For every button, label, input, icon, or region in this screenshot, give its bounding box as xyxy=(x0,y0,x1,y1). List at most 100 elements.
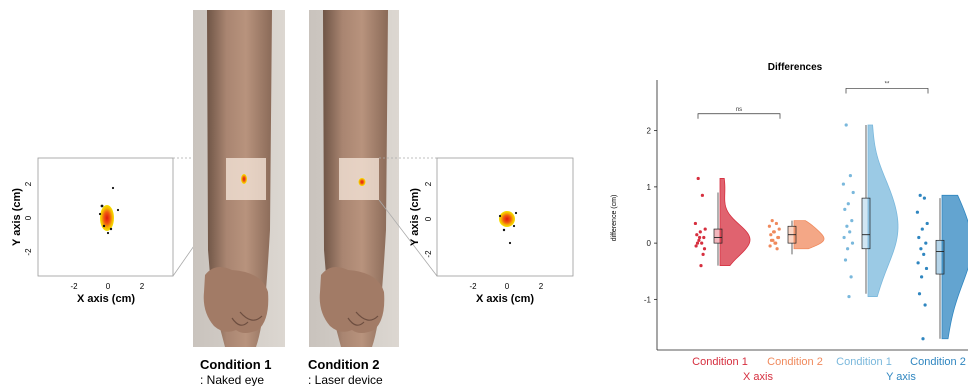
data-point xyxy=(700,193,705,197)
condition1-subtitle: : Naked eye xyxy=(200,373,264,386)
scatter-right-point xyxy=(512,224,516,228)
axis-group-label: Y axis xyxy=(886,371,916,383)
scatter-left-xtick: 0 xyxy=(106,282,111,291)
scatter-right-point xyxy=(508,241,512,245)
data-point xyxy=(916,261,920,265)
box-body xyxy=(935,239,945,275)
data-point xyxy=(918,193,922,197)
raincloud-chart: Differences difference (cm) -1 0 1 2 ns ** C… xyxy=(611,62,968,383)
data-point xyxy=(846,202,850,206)
data-point xyxy=(772,230,776,234)
data-point xyxy=(841,182,846,186)
scatter-right-frame xyxy=(436,157,574,277)
data-point xyxy=(697,238,701,242)
data-point xyxy=(700,241,704,245)
chart-ylabel: difference (cm) xyxy=(611,195,618,242)
data-point xyxy=(702,247,707,251)
category-label: Condition 1 xyxy=(692,356,748,368)
scatter-left-point xyxy=(116,208,120,212)
data-point xyxy=(699,264,703,268)
category-label: Condition 1 xyxy=(836,356,892,368)
scatter-right-ytick: 2 xyxy=(424,181,433,186)
arm-photo-2-inset xyxy=(339,158,379,200)
data-point xyxy=(919,247,923,251)
violin-half xyxy=(793,220,825,250)
data-point xyxy=(850,219,854,223)
scatter-left-xlabel: X axis (cm) xyxy=(77,293,135,305)
data-point xyxy=(698,230,702,234)
data-point xyxy=(703,227,707,231)
data-point xyxy=(845,224,849,228)
scatter-left-ytick: -2 xyxy=(24,248,33,256)
data-point xyxy=(774,221,779,226)
violin-half xyxy=(867,124,899,297)
scatter-left-xtick: 2 xyxy=(140,282,145,291)
scatter-left-heat xyxy=(100,205,114,231)
chart-ytick-label: 2 xyxy=(647,127,652,136)
data-point xyxy=(921,337,925,341)
chart-title: Differences xyxy=(768,62,823,73)
data-point xyxy=(843,207,847,211)
data-point xyxy=(770,219,774,223)
data-point xyxy=(848,230,852,234)
scatter-right-point xyxy=(502,228,506,232)
data-point xyxy=(924,266,929,271)
data-point xyxy=(922,196,927,200)
condition1-title: Condition 1 xyxy=(200,357,272,372)
scatter-right: -2 0 2 2 0 -2 X axis (cm) Y axis (cm) xyxy=(409,157,574,305)
data-point xyxy=(701,252,705,256)
data-point xyxy=(773,241,777,245)
data-point xyxy=(917,235,921,240)
arm-photo-1 xyxy=(193,10,285,347)
data-point xyxy=(846,247,850,251)
data-point xyxy=(767,224,772,228)
data-point xyxy=(693,221,698,226)
condition2-subtitle: : Laser device xyxy=(308,373,383,386)
data-point xyxy=(694,244,698,248)
data-point xyxy=(777,227,781,231)
data-point xyxy=(920,227,924,231)
data-point xyxy=(698,235,702,240)
scatter-left-point xyxy=(98,212,102,216)
data-point xyxy=(848,174,853,178)
scatter-right-ytick: 0 xyxy=(424,216,433,221)
scatter-left-ytick: 0 xyxy=(24,215,33,220)
scatter-left-frame xyxy=(37,157,174,277)
scatter-left-point xyxy=(102,224,106,228)
data-point xyxy=(842,235,846,240)
data-point xyxy=(923,303,927,307)
scatter-right-ytick: -2 xyxy=(424,250,433,258)
data-point xyxy=(769,238,774,242)
data-point xyxy=(696,176,700,181)
data-point xyxy=(768,244,772,248)
category-label: Condition 2 xyxy=(767,356,823,368)
chart-ytick-label: 0 xyxy=(647,239,652,248)
significance-label: ** xyxy=(885,81,890,87)
significance-bracket xyxy=(845,88,929,94)
data-point xyxy=(843,258,848,262)
scatter-right-xlabel: X axis (cm) xyxy=(476,293,534,305)
box-body xyxy=(713,228,723,244)
data-point xyxy=(702,235,706,240)
violin-half xyxy=(941,194,968,340)
scatter-right-xtick: -2 xyxy=(469,282,477,291)
box-body xyxy=(861,197,871,250)
scatter-right-point xyxy=(514,211,518,215)
data-point xyxy=(776,235,781,240)
condition2-title: Condition 2 xyxy=(308,357,380,372)
data-point xyxy=(924,241,928,245)
connector-line xyxy=(378,199,438,277)
data-point xyxy=(851,190,855,195)
scatter-right-heat xyxy=(499,211,515,227)
category-label: Condition 2 xyxy=(910,356,966,368)
data-point xyxy=(849,275,853,279)
data-point xyxy=(695,233,699,237)
data-point xyxy=(769,233,773,237)
scatter-left-ylabel: Y axis (cm) xyxy=(11,188,23,246)
scatter-left: -2 0 2 2 0 -2 X axis (cm) Y axis (cm) xyxy=(11,157,174,305)
scatter-left-point xyxy=(100,204,104,208)
significance-bracket xyxy=(697,113,781,119)
scatter-left-point xyxy=(111,186,115,190)
data-point xyxy=(844,123,848,127)
data-point xyxy=(850,241,855,245)
